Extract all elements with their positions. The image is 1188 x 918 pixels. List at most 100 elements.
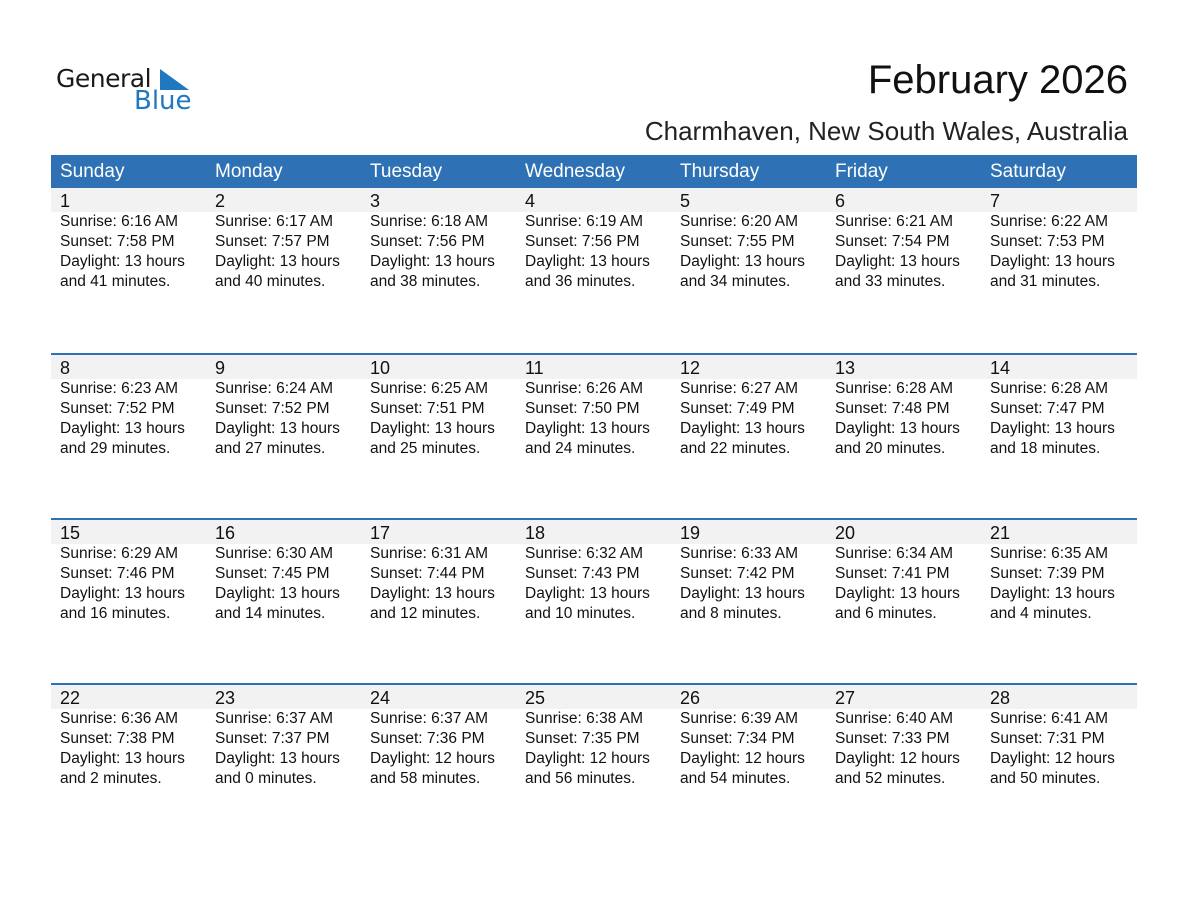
sunrise-text: Sunrise: 6:28 AM <box>835 380 954 397</box>
weekday-label: Tuesday <box>370 161 443 182</box>
sunrise-text: Sunrise: 6:21 AM <box>835 213 954 230</box>
sunrise-text: Sunrise: 6:26 AM <box>525 380 644 397</box>
sunset-text: Sunset: 7:46 PM <box>60 565 175 582</box>
sunrise-text: Sunrise: 6:16 AM <box>60 213 179 230</box>
sunset-text: Sunset: 7:57 PM <box>215 233 330 250</box>
logo-text-blue: Blue <box>134 86 192 116</box>
day-number: 14 <box>990 358 1011 378</box>
minutes-text: and 40 minutes. <box>215 273 326 290</box>
page-title: February 2026 <box>867 58 1128 102</box>
day-number: 15 <box>60 523 81 543</box>
minutes-text: and 14 minutes. <box>215 605 326 622</box>
day-cell: Sunrise: 6:36 AM Sunset: 7:38 PM Daylight:… <box>51 709 206 789</box>
sunrise-text: Sunrise: 6:25 AM <box>370 380 489 397</box>
day-cell: Sunrise: 6:23 AM Sunset: 7:52 PM Daylight:… <box>51 379 206 459</box>
daylight-text: Daylight: 13 hours <box>60 585 185 602</box>
day-cell: Sunrise: 6:17 AM Sunset: 7:57 PM Daylight:… <box>206 212 361 292</box>
sunset-text: Sunset: 7:41 PM <box>835 565 950 582</box>
sunset-text: Sunset: 7:48 PM <box>835 400 950 417</box>
day-number: 1 <box>60 191 71 211</box>
daylight-text: Daylight: 13 hours <box>835 585 960 602</box>
day-cell: Sunrise: 6:37 AM Sunset: 7:36 PM Daylight:… <box>361 709 516 789</box>
day-cell: Sunrise: 6:28 AM Sunset: 7:48 PM Daylight:… <box>826 379 981 459</box>
daylight-text: Daylight: 13 hours <box>835 420 960 437</box>
minutes-text: and 36 minutes. <box>525 273 636 290</box>
day-cell: Sunrise: 6:39 AM Sunset: 7:34 PM Daylight:… <box>671 709 826 789</box>
minutes-text: and 38 minutes. <box>370 273 481 290</box>
minutes-text: and 6 minutes. <box>835 605 937 622</box>
day-cell: Sunrise: 6:16 AM Sunset: 7:58 PM Daylight:… <box>51 212 206 292</box>
minutes-text: and 34 minutes. <box>680 273 791 290</box>
sunset-text: Sunset: 7:56 PM <box>525 233 640 250</box>
day-cell: Sunrise: 6:37 AM Sunset: 7:37 PM Daylight:… <box>206 709 361 789</box>
calendar-week: 15 16 17 18 19 20 21 Sunrise: 6:29 AM Sunset: 7:… <box>51 518 1137 683</box>
day-number: 12 <box>680 358 701 378</box>
calendar-week: 1 2 3 4 5 6 7 Sunrise: 6:16 AM Sunset: 7:58 PM Da… <box>51 188 1137 353</box>
day-number: 2 <box>215 191 226 211</box>
sunset-text: Sunset: 7:45 PM <box>215 565 330 582</box>
daylight-text: Daylight: 13 hours <box>60 750 185 767</box>
day-cell: Sunrise: 6:25 AM Sunset: 7:51 PM Daylight:… <box>361 379 516 459</box>
day-cell: Sunrise: 6:26 AM Sunset: 7:50 PM Daylight:… <box>516 379 671 459</box>
sunrise-text: Sunrise: 6:32 AM <box>525 545 644 562</box>
day-number: 21 <box>990 523 1011 543</box>
weekday-label: Thursday <box>680 161 760 182</box>
calendar-grid: Sunday Monday Tuesday Wednesday Thursday Frid… <box>51 155 1137 848</box>
sunrise-text: Sunrise: 6:27 AM <box>680 380 799 397</box>
date-band: 15 16 17 18 19 20 21 <box>51 520 1137 544</box>
sunset-text: Sunset: 7:37 PM <box>215 730 330 747</box>
day-number: 13 <box>835 358 856 378</box>
daylight-text: Daylight: 12 hours <box>835 750 960 767</box>
weekday-label: Wednesday <box>525 161 625 182</box>
day-number: 27 <box>835 688 856 708</box>
day-number: 23 <box>215 688 236 708</box>
daylight-text: Daylight: 13 hours <box>680 420 805 437</box>
daylight-text: Daylight: 13 hours <box>370 420 495 437</box>
sunrise-text: Sunrise: 6:18 AM <box>370 213 489 230</box>
sunset-text: Sunset: 7:43 PM <box>525 565 640 582</box>
sunrise-text: Sunrise: 6:30 AM <box>215 545 334 562</box>
day-cell: Sunrise: 6:27 AM Sunset: 7:49 PM Daylight:… <box>671 379 826 459</box>
sunset-text: Sunset: 7:38 PM <box>60 730 175 747</box>
sunset-text: Sunset: 7:58 PM <box>60 233 175 250</box>
sunrise-text: Sunrise: 6:34 AM <box>835 545 954 562</box>
day-cell: Sunrise: 6:18 AM Sunset: 7:56 PM Daylight:… <box>361 212 516 292</box>
day-number: 24 <box>370 688 391 708</box>
day-number: 7 <box>990 191 1001 211</box>
day-info-row: Sunrise: 6:16 AM Sunset: 7:58 PM Daylight:… <box>51 212 1137 292</box>
sunrise-text: Sunrise: 6:29 AM <box>60 545 179 562</box>
day-cell: Sunrise: 6:35 AM Sunset: 7:39 PM Daylight:… <box>981 544 1136 624</box>
day-info-row: Sunrise: 6:23 AM Sunset: 7:52 PM Daylight:… <box>51 379 1137 459</box>
day-cell: Sunrise: 6:24 AM Sunset: 7:52 PM Daylight:… <box>206 379 361 459</box>
calendar-week: 8 9 10 11 12 13 14 Sunrise: 6:23 AM Sunset: 7:52… <box>51 353 1137 518</box>
sunrise-text: Sunrise: 6:36 AM <box>60 710 179 727</box>
sunrise-text: Sunrise: 6:37 AM <box>215 710 334 727</box>
daylight-text: Daylight: 13 hours <box>525 253 650 270</box>
day-cell: Sunrise: 6:32 AM Sunset: 7:43 PM Daylight:… <box>516 544 671 624</box>
day-number: 10 <box>370 358 391 378</box>
minutes-text: and 25 minutes. <box>370 440 481 457</box>
day-cell: Sunrise: 6:19 AM Sunset: 7:56 PM Daylight:… <box>516 212 671 292</box>
minutes-text: and 4 minutes. <box>990 605 1092 622</box>
daylight-text: Daylight: 13 hours <box>215 253 340 270</box>
date-band: 1 2 3 4 5 6 7 <box>51 188 1137 212</box>
weekday-label: Friday <box>835 161 888 182</box>
day-number: 11 <box>525 358 544 378</box>
day-number: 22 <box>60 688 81 708</box>
sunrise-text: Sunrise: 6:41 AM <box>990 710 1109 727</box>
sunset-text: Sunset: 7:52 PM <box>60 400 175 417</box>
sunrise-text: Sunrise: 6:17 AM <box>215 213 334 230</box>
sunrise-text: Sunrise: 6:39 AM <box>680 710 799 727</box>
sunset-text: Sunset: 7:53 PM <box>990 233 1105 250</box>
minutes-text: and 12 minutes. <box>370 605 481 622</box>
day-number: 19 <box>680 523 701 543</box>
minutes-text: and 58 minutes. <box>370 770 481 787</box>
sunset-text: Sunset: 7:33 PM <box>835 730 950 747</box>
daylight-text: Daylight: 13 hours <box>680 585 805 602</box>
generalblue-logo: General Blue <box>56 64 196 120</box>
day-number: 16 <box>215 523 236 543</box>
daylight-text: Daylight: 13 hours <box>525 585 650 602</box>
sunset-text: Sunset: 7:52 PM <box>215 400 330 417</box>
weekday-label: Monday <box>215 161 283 182</box>
